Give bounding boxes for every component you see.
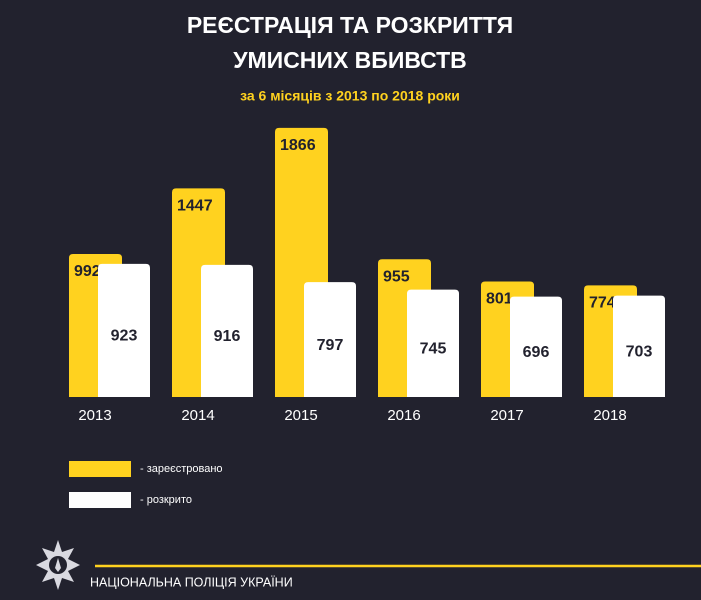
chart-subtitle: за 6 місяців з 2013 по 2018 роки xyxy=(240,88,460,104)
footer-text: НАЦІОНАЛЬНА ПОЛІЦІЯ УКРАЇНИ xyxy=(90,575,293,589)
legend-swatch xyxy=(69,461,131,477)
value-label: 774 xyxy=(589,295,616,312)
value-label: 1866 xyxy=(280,137,316,154)
x-tick-label: 2017 xyxy=(490,407,523,424)
value-label: 696 xyxy=(523,344,550,361)
legend-label: - розкрито xyxy=(140,494,192,506)
bar xyxy=(98,263,150,397)
bar xyxy=(407,289,459,397)
value-label: 801 xyxy=(486,291,513,308)
x-tick-label: 2014 xyxy=(181,407,214,424)
emblem-trident xyxy=(55,558,61,572)
value-label: 916 xyxy=(214,328,241,345)
plot: 992 1447 1866 955 801 774 923 916 797 745 696 703 20… xyxy=(69,127,665,424)
chart-title: УМИСНИХ ВБИВСТВ xyxy=(233,47,467,73)
x-tick-label: 2013 xyxy=(78,407,111,424)
value-label: 797 xyxy=(317,337,344,354)
legend: - зареєстровано - розкрито xyxy=(69,461,223,508)
bar xyxy=(613,295,665,397)
bar xyxy=(304,282,356,397)
x-tick-label: 2018 xyxy=(593,407,626,424)
value-label: 703 xyxy=(626,344,653,361)
bar xyxy=(510,296,562,397)
value-label: 955 xyxy=(383,268,410,285)
value-label: 745 xyxy=(420,341,447,358)
bar xyxy=(201,264,253,397)
value-label: 992 xyxy=(74,263,101,280)
legend-label: - зареєстровано xyxy=(140,463,223,475)
chart-title: РЕЄСТРАЦІЯ ТА РОЗКРИТТЯ xyxy=(187,12,513,38)
x-tick-label: 2015 xyxy=(284,407,317,424)
x-tick-label: 2016 xyxy=(387,407,420,424)
value-label: 1447 xyxy=(177,198,213,215)
legend-swatch xyxy=(69,492,131,508)
value-label: 923 xyxy=(111,328,138,345)
